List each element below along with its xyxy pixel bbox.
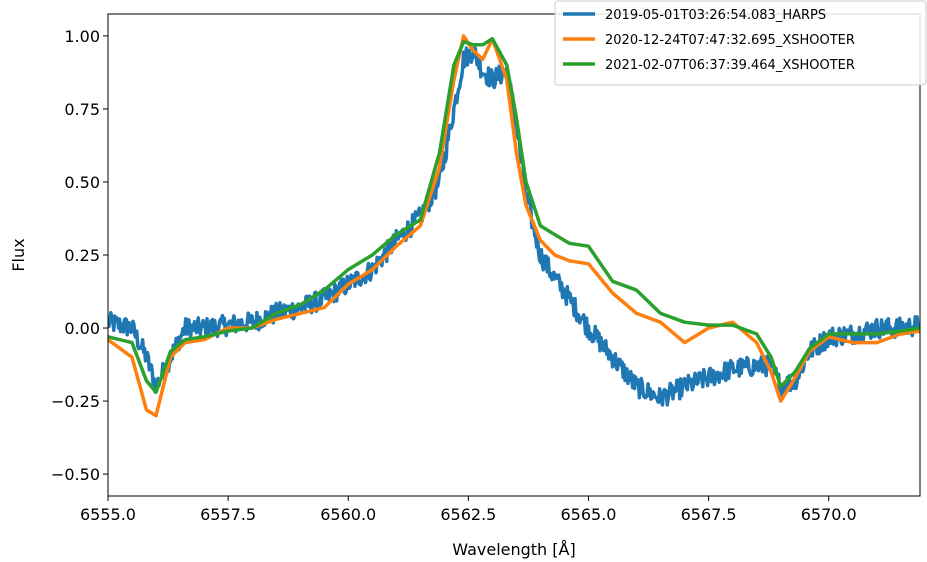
legend-label: 2019-05-01T03:26:54.083_HARPS <box>605 8 826 23</box>
y-tick-label: 1.00 <box>64 27 100 46</box>
x-tick-label: 6565.0 <box>560 505 616 524</box>
series-layer <box>108 34 920 418</box>
series-line-1 <box>108 34 920 418</box>
y-tick-label: 0.50 <box>64 173 100 192</box>
x-tick-label: 6570.0 <box>801 505 857 524</box>
legend: 2019-05-01T03:26:54.083_HARPS 2020-12-24T… <box>554 0 927 86</box>
y-axis-title: Flux <box>9 238 28 271</box>
legend-box <box>554 0 927 86</box>
x-axis-title: Wavelength [Å] <box>452 540 575 559</box>
legend-label: 2020-12-24T07:47:32.695_XSHOOTER <box>605 33 855 48</box>
legend-label: 2021-02-07T06:37:39.464_XSHOOTER <box>605 58 855 73</box>
x-tick-label: 6555.0 <box>80 505 136 524</box>
x-tick-label: 6567.5 <box>681 505 737 524</box>
y-tick-label: 0.00 <box>64 319 100 338</box>
x-tick-label: 6560.0 <box>320 505 376 524</box>
y-axis: 1.00 0.75 0.50 0.25 0.00 −0.25 −0.50 <box>51 27 108 484</box>
y-tick-label: −0.50 <box>51 465 100 484</box>
x-axis: 6555.0 6557.5 6560.0 6562.5 6565.0 6567.5 6570… <box>80 496 857 524</box>
x-tick-label: 6562.5 <box>440 505 496 524</box>
x-tick-label: 6557.5 <box>200 505 256 524</box>
series-line-2 <box>108 37 920 395</box>
y-tick-label: −0.25 <box>51 392 100 411</box>
y-tick-label: 0.25 <box>64 246 100 265</box>
y-tick-label: 0.75 <box>64 100 100 119</box>
